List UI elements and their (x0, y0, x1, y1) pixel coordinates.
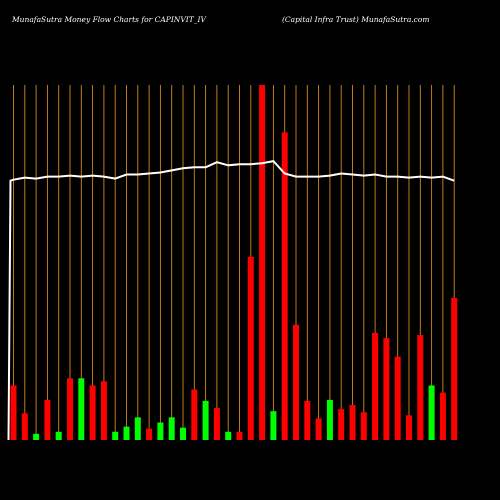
bar (428, 385, 435, 440)
bar (146, 428, 153, 440)
bar (360, 412, 367, 440)
bar (10, 385, 17, 440)
bar (33, 433, 40, 440)
bar (281, 132, 288, 441)
bar (270, 411, 277, 440)
bar (439, 392, 446, 440)
bar (236, 431, 243, 440)
bar (417, 335, 424, 440)
bar (213, 408, 220, 440)
bar (451, 298, 458, 440)
bar (180, 427, 186, 440)
bar (67, 378, 73, 440)
series-line (7, 160, 455, 441)
bar (372, 332, 379, 440)
bar (89, 385, 96, 440)
bar (315, 418, 322, 440)
bar (100, 381, 107, 440)
bar (394, 356, 401, 440)
bar (112, 431, 119, 440)
bar (338, 409, 345, 440)
bar (134, 417, 141, 440)
bar (293, 324, 299, 440)
chart-title-right: (Capital Infra Trust) MunafaSutra.com (282, 15, 430, 24)
bar (78, 378, 85, 440)
bar (191, 389, 198, 440)
bar (225, 431, 232, 440)
bar (406, 415, 412, 440)
bar (383, 338, 390, 440)
bar (55, 431, 62, 440)
bar (157, 422, 164, 440)
bar (304, 400, 311, 440)
bar (259, 85, 266, 440)
bar (123, 426, 130, 440)
bar (247, 256, 254, 440)
bar (202, 400, 209, 440)
bar (44, 399, 51, 440)
bar (168, 417, 175, 440)
bar (326, 399, 333, 440)
bar (21, 413, 28, 440)
bar (349, 405, 356, 440)
chart-title-left: MunafaSutra Money Flow Charts for CAPINV… (12, 15, 206, 24)
